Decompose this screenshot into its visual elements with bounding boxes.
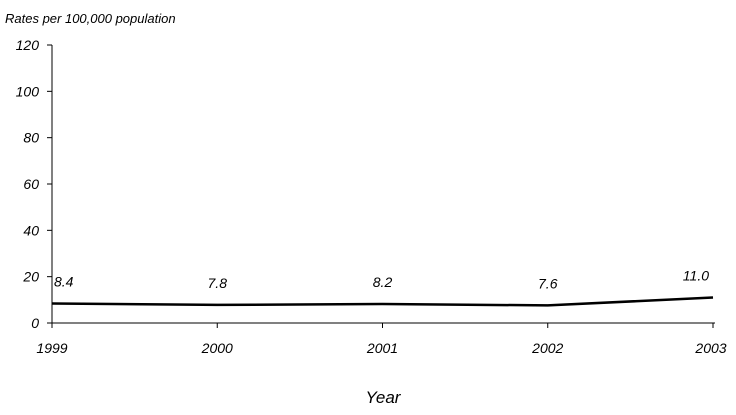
y-tick-label: 120	[16, 37, 40, 53]
x-axis-title: Year	[366, 388, 402, 407]
y-tick-label: 60	[23, 176, 39, 192]
x-tick-label: 2003	[694, 340, 726, 356]
x-tick-label: 2000	[201, 340, 233, 356]
x-tick-label: 1999	[36, 340, 67, 356]
data-label: 7.8	[208, 275, 228, 291]
data-labels: 8.4 7.8 8.2 7.6 11.0	[54, 268, 709, 292]
y-tick-label: 80	[23, 130, 39, 146]
data-label: 8.4	[54, 274, 74, 290]
x-tick-label: 2001	[366, 340, 398, 356]
data-label: 7.6	[538, 275, 558, 291]
y-tick-label: 20	[22, 269, 39, 285]
series-line	[51, 296, 714, 307]
y-tick-label: 40	[23, 222, 39, 238]
y-tick-label: 100	[16, 83, 40, 99]
x-axis-ticks: 1999 2000 2001 2002 2003	[36, 323, 727, 356]
data-label: 11.0	[683, 268, 709, 284]
y-axis-ticks: 0 20 40 60 80 100 120	[16, 37, 52, 331]
x-tick-label: 2002	[531, 340, 563, 356]
y-tick-label: 0	[31, 315, 39, 331]
data-label: 8.2	[373, 274, 393, 290]
y-axis-title: Rates per 100,000 population	[5, 11, 176, 26]
